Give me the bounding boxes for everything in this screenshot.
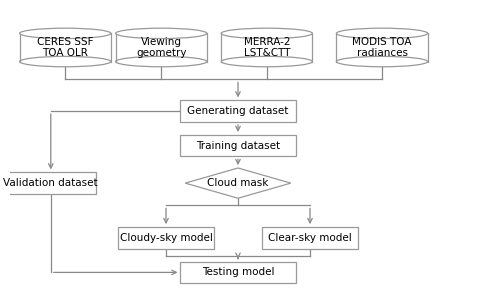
Text: Validation dataset: Validation dataset (4, 178, 98, 188)
Text: Generating dataset: Generating dataset (188, 106, 288, 116)
Text: Training dataset: Training dataset (196, 141, 280, 151)
Text: CERES SSF
TOA OLR: CERES SSF TOA OLR (37, 37, 94, 58)
Ellipse shape (336, 28, 428, 38)
Polygon shape (221, 33, 312, 61)
Text: Testing model: Testing model (202, 267, 274, 278)
Text: Cloud mask: Cloud mask (208, 178, 268, 188)
Polygon shape (185, 168, 291, 198)
Bar (180, 262, 296, 283)
Text: Cloudy-sky model: Cloudy-sky model (120, 233, 212, 243)
Ellipse shape (20, 28, 111, 38)
Bar (118, 227, 214, 249)
Bar (5, 172, 96, 194)
Text: Viewing
geometry: Viewing geometry (136, 37, 186, 58)
Polygon shape (116, 33, 207, 61)
Text: Clear-sky model: Clear-sky model (268, 233, 352, 243)
Polygon shape (20, 33, 111, 61)
Ellipse shape (116, 28, 207, 38)
Polygon shape (336, 33, 428, 61)
Text: MODIS TOA
radiances: MODIS TOA radiances (352, 37, 412, 58)
Ellipse shape (20, 56, 111, 67)
Ellipse shape (221, 56, 312, 67)
Bar (262, 227, 358, 249)
Ellipse shape (221, 28, 312, 38)
Bar (180, 100, 296, 122)
Bar (180, 135, 296, 157)
Ellipse shape (336, 56, 428, 67)
Text: MERRA-2
LST&CTT: MERRA-2 LST&CTT (244, 37, 290, 58)
Ellipse shape (116, 56, 207, 67)
